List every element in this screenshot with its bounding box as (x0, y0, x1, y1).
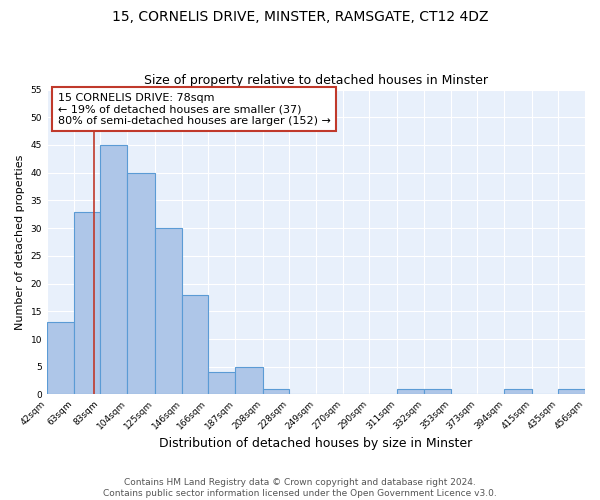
Bar (100, 145, 127, 394)
Title: Size of property relative to detached houses in Minster: Size of property relative to detached ho… (144, 74, 488, 87)
Y-axis label: Number of detached properties: Number of detached properties (15, 154, 25, 330)
Text: 15, CORNELIS DRIVE, MINSTER, RAMSGATE, CT12 4DZ: 15, CORNELIS DRIVE, MINSTER, RAMSGATE, C… (112, 10, 488, 24)
Bar (505, 389, 532, 394)
Bar (424, 389, 451, 394)
Bar (558, 389, 585, 394)
Bar (74, 212, 100, 394)
Bar (127, 172, 155, 394)
Text: 15 CORNELIS DRIVE: 78sqm
← 19% of detached houses are smaller (37)
80% of semi-d: 15 CORNELIS DRIVE: 78sqm ← 19% of detach… (58, 92, 331, 126)
Bar (47, 322, 74, 394)
Bar (397, 389, 424, 394)
Bar (155, 228, 182, 394)
Bar (182, 294, 208, 394)
Bar (208, 372, 235, 394)
X-axis label: Distribution of detached houses by size in Minster: Distribution of detached houses by size … (160, 437, 473, 450)
Bar (263, 389, 289, 394)
Bar (235, 367, 263, 394)
Text: Contains HM Land Registry data © Crown copyright and database right 2024.
Contai: Contains HM Land Registry data © Crown c… (103, 478, 497, 498)
